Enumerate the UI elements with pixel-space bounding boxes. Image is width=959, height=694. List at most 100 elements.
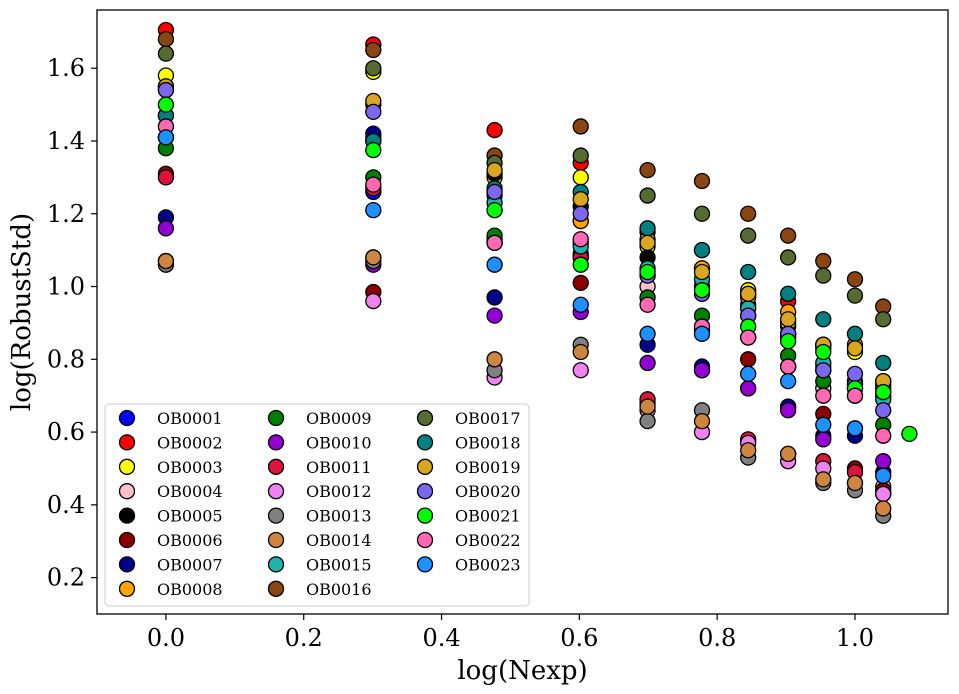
legend-marker — [267, 483, 285, 500]
point-ob0018-5 — [693, 241, 711, 259]
point-ob0023-2 — [486, 256, 503, 273]
point-ob0021-10 — [875, 383, 892, 401]
axes: 0.0 0.2 0.4 0.6 0.8 1.0 0.2 0.4 0.6 0.8 1.0 1.2 1.4 1… — [7, 9, 949, 686]
point-ob0003-3 — [572, 169, 589, 186]
point-ob0017-3 — [572, 147, 589, 164]
point-ob0017-5 — [693, 205, 711, 222]
legend-label: OB0015 — [306, 555, 372, 574]
point-ob0023-5 — [693, 325, 711, 342]
legend-marker — [267, 531, 285, 549]
legend-label: OB0001 — [157, 409, 223, 428]
point-ob0019-9 — [846, 340, 864, 357]
point-ob0002-2 — [486, 121, 503, 139]
x-tick-label: 0.4 — [422, 624, 460, 652]
point-ob0017-8 — [815, 267, 832, 284]
point-extra-0 — [901, 425, 918, 443]
point-ob0023-4 — [639, 325, 656, 342]
point-ob0023-9 — [846, 420, 864, 437]
point-ob0013-4 — [639, 413, 656, 430]
point-ob0021-7 — [779, 332, 797, 350]
x-tick-label: 0.2 — [285, 624, 323, 652]
legend-box — [104, 403, 530, 607]
legend-label: OB0004 — [157, 482, 223, 501]
point-ob0020-3 — [572, 205, 589, 222]
legend-label: OB0017 — [455, 409, 521, 428]
legend-marker — [267, 556, 285, 573]
point-ob0022-8 — [815, 387, 832, 404]
point-ob0006-3 — [572, 274, 589, 292]
point-ob0006-6 — [740, 351, 757, 368]
point-ob0020-10 — [875, 402, 892, 419]
y-axis-label: log(RobustStd) — [7, 213, 37, 411]
point-ob0014-7 — [779, 445, 797, 463]
point-ob0021-5 — [693, 282, 711, 299]
point-ob0022-4 — [639, 296, 656, 313]
point-ob0023-7 — [779, 372, 797, 390]
legend-label: OB0006 — [157, 531, 223, 550]
point-ob0018-7 — [779, 285, 797, 302]
point-ob0017-7 — [779, 249, 797, 266]
y-tick-label: 0.2 — [47, 564, 85, 592]
point-ob0010-7 — [779, 402, 797, 419]
point-ob0016-1 — [365, 41, 382, 59]
point-ob0016-7 — [779, 227, 797, 244]
point-ob0023-10 — [875, 467, 892, 484]
legend-marker — [118, 409, 136, 427]
point-ob0023-3 — [572, 296, 589, 313]
y-tick-label: 1.4 — [47, 127, 85, 155]
legend-label: OB0002 — [157, 433, 223, 452]
legend-marker — [267, 580, 285, 597]
legend-marker — [416, 483, 434, 500]
point-ob0014-8 — [815, 471, 832, 488]
point-ob0022-9 — [846, 387, 864, 404]
x-tick-label: 0.6 — [560, 624, 598, 652]
legend-label: OB0021 — [455, 507, 521, 526]
legend-marker — [267, 409, 285, 427]
point-ob0023-0 — [157, 129, 175, 146]
point-ob0014-3 — [572, 343, 589, 361]
x-tick-label: 1.0 — [836, 624, 874, 652]
legend-label: OB0005 — [157, 507, 223, 526]
point-ob0014-4 — [639, 398, 656, 415]
point-ob0014-10 — [875, 500, 892, 517]
x-axis-label: log(Nexp) — [457, 656, 587, 686]
point-ob0021-2 — [486, 201, 503, 219]
legend-marker — [267, 458, 285, 475]
point-ob0014-9 — [846, 474, 864, 492]
point-ob0022-6 — [740, 329, 757, 346]
legend-label: OB0007 — [157, 555, 223, 574]
point-ob0019-7 — [779, 311, 797, 328]
y-tick-label: 0.6 — [47, 418, 85, 446]
point-ob0018-6 — [740, 263, 757, 281]
point-ob0012-10 — [875, 485, 892, 503]
legend-marker — [416, 556, 434, 573]
legend-marker — [118, 531, 136, 549]
point-ob0017-10 — [875, 311, 892, 328]
x-tick-label: 0.0 — [147, 624, 185, 652]
y-tick-label: 1.2 — [47, 200, 85, 228]
point-ob0016-0 — [157, 30, 175, 48]
point-ob0010-2 — [486, 307, 503, 324]
legend-label: OB0022 — [455, 531, 521, 550]
point-ob0014-6 — [740, 442, 757, 459]
legend-marker — [267, 434, 285, 451]
legend-label: OB0014 — [306, 531, 372, 550]
point-ob0020-9 — [846, 365, 864, 383]
point-ob0014-2 — [486, 351, 503, 368]
point-ob0017-4 — [639, 187, 656, 204]
legend-marker — [416, 531, 434, 549]
plot-area — [157, 21, 918, 524]
point-ob0020-0 — [157, 81, 175, 99]
y-tick-label: 0.8 — [47, 345, 85, 373]
legend-marker — [118, 434, 136, 451]
point-ob0019-3 — [572, 191, 589, 208]
point-ob0014-1 — [365, 249, 382, 266]
point-ob0014-5 — [693, 413, 711, 430]
point-ob0016-4 — [639, 161, 656, 179]
point-ob0021-8 — [815, 343, 832, 361]
legend-label: OB0010 — [306, 433, 372, 452]
point-ob0023-6 — [740, 365, 757, 383]
legend-label: OB0023 — [455, 555, 521, 574]
legend-label: OB0018 — [455, 433, 521, 452]
